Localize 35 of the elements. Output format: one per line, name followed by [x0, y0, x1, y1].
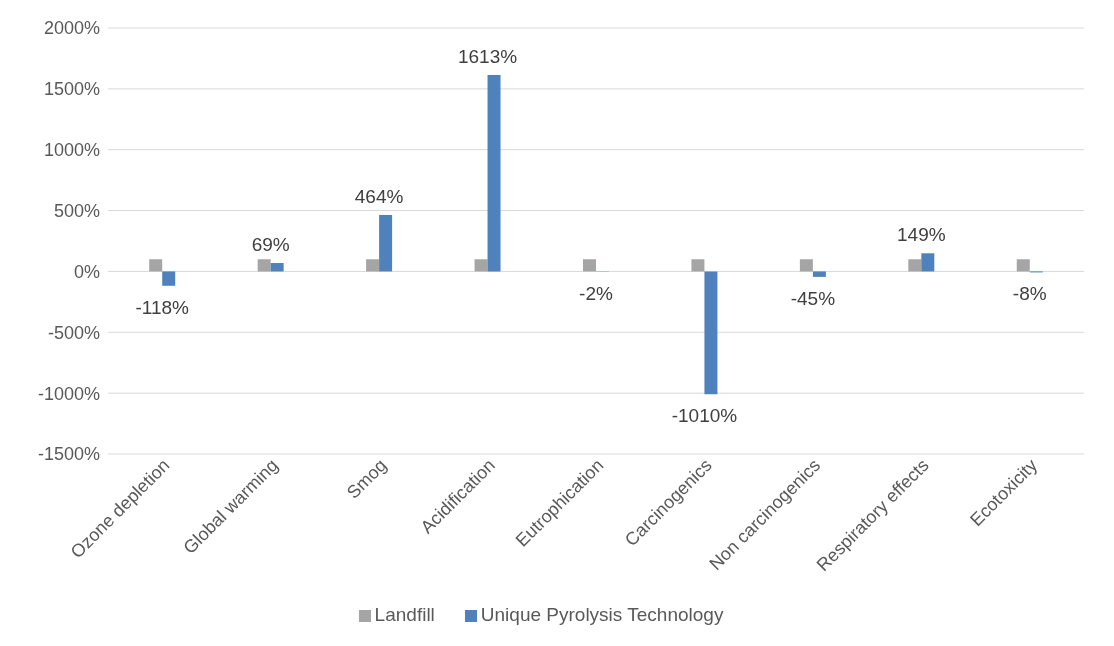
bar [149, 259, 163, 272]
data-label: -1010% [671, 405, 738, 427]
bar [270, 263, 284, 272]
bar [812, 271, 826, 277]
y-tick-label: 1000% [43, 140, 100, 161]
data-label: 149% [897, 224, 946, 246]
bar [921, 253, 935, 272]
data-label: -118% [135, 296, 190, 318]
bar [799, 259, 813, 272]
legend-label: Landfill [374, 604, 435, 625]
bar [257, 259, 271, 272]
bar [162, 271, 176, 286]
bar [379, 214, 393, 272]
bar [908, 259, 922, 272]
bar [704, 271, 718, 395]
y-tick-label: -1500% [37, 444, 100, 465]
y-tick-label: -500% [47, 322, 100, 343]
bar [366, 259, 380, 272]
data-label: 69% [251, 234, 290, 256]
bar [474, 259, 488, 272]
y-tick-label: -1000% [37, 383, 100, 404]
data-label: -8% [1012, 283, 1047, 305]
bar [582, 259, 596, 272]
data-label: 464% [354, 185, 404, 207]
y-tick-label: 0% [73, 261, 100, 282]
bar [691, 259, 705, 272]
y-tick-label: 500% [53, 200, 100, 221]
y-tick-label: 2000% [43, 18, 100, 39]
data-label: 1613% [457, 46, 518, 68]
data-label: -45% [790, 287, 836, 309]
bar [1016, 259, 1030, 272]
legend-label: Unique Pyrolysis Technology [480, 604, 724, 625]
data-label: -2% [579, 282, 613, 304]
y-tick-label: 1500% [43, 79, 100, 100]
bar [487, 75, 501, 272]
